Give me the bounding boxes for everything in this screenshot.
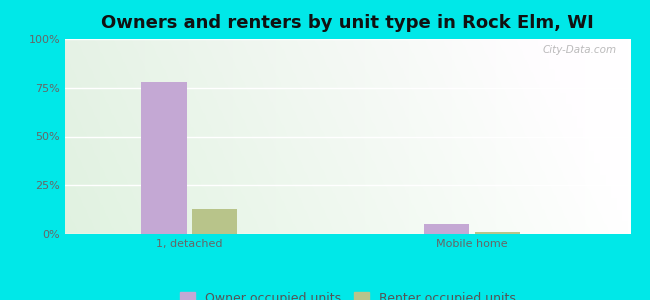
Bar xyxy=(192,209,237,234)
Bar xyxy=(475,232,520,234)
Bar xyxy=(424,224,469,234)
Text: City-Data.com: City-Data.com xyxy=(542,45,616,55)
Bar xyxy=(141,82,187,234)
Legend: Owner occupied units, Renter occupied units: Owner occupied units, Renter occupied un… xyxy=(175,287,521,300)
Title: Owners and renters by unit type in Rock Elm, WI: Owners and renters by unit type in Rock … xyxy=(101,14,594,32)
